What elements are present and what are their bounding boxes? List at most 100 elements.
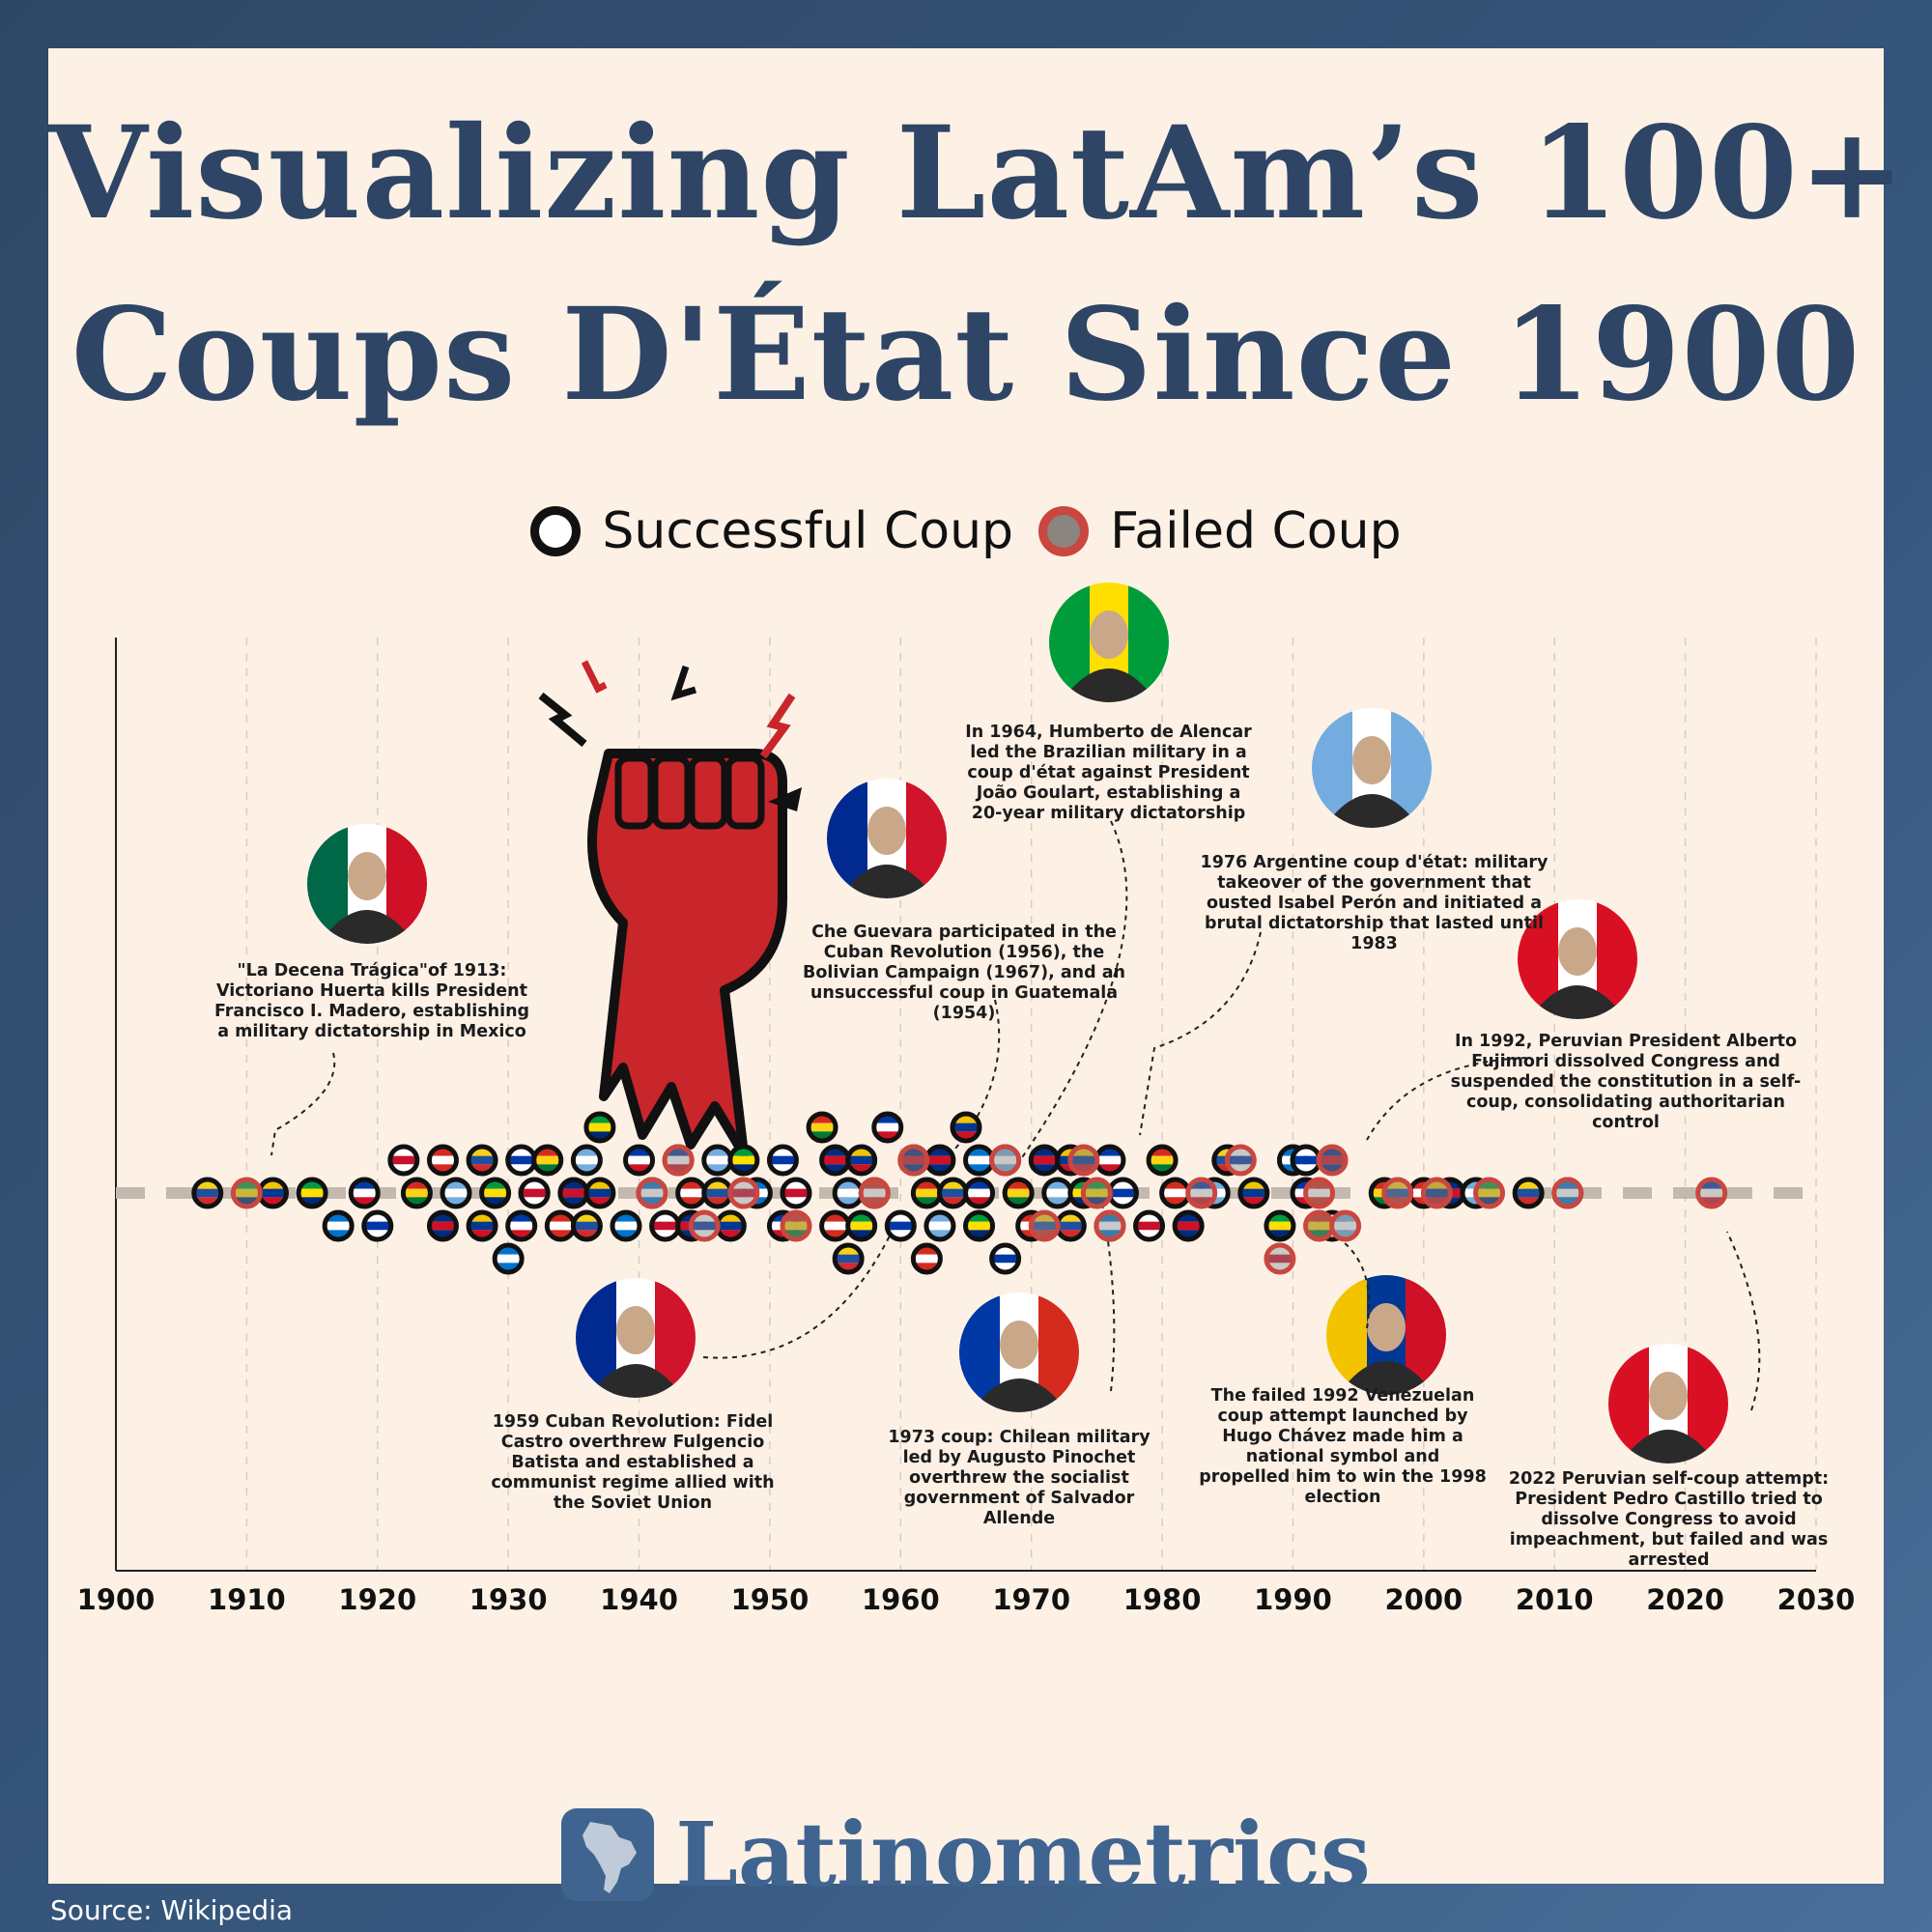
successful-coup-marker — [348, 1177, 381, 1209]
failed-coup-marker — [1420, 1177, 1453, 1209]
brand-logo: Latinometrics — [48, 1806, 1884, 1903]
x-tick-label: 2030 — [1777, 1583, 1856, 1616]
spark-mark — [538, 692, 587, 748]
failed-coup-marker — [230, 1177, 263, 1209]
fist-finger — [688, 754, 728, 830]
successful-coup-marker — [426, 1144, 459, 1177]
successful-coup-marker — [518, 1177, 551, 1209]
failed-coup-marker — [897, 1144, 930, 1177]
x-tick-label: 2010 — [1516, 1583, 1594, 1616]
legend-failed: Failed Coup — [1038, 502, 1402, 560]
successful-marker-icon — [530, 506, 582, 556]
portrait-icon — [307, 824, 427, 944]
coup-markers — [191, 1111, 1728, 1275]
x-tick-label: 1920 — [338, 1583, 416, 1616]
raised-fist-icon — [538, 660, 802, 1159]
decorations — [307, 582, 1728, 1463]
successful-coup-marker — [950, 1111, 982, 1144]
successful-coup-marker — [191, 1177, 224, 1209]
x-tick-label: 2000 — [1384, 1583, 1463, 1616]
failed-coup-marker — [1185, 1177, 1218, 1209]
failed-coup-marker — [1316, 1144, 1349, 1177]
brand-name: Latinometrics — [675, 1803, 1371, 1907]
annotation-arrow — [1366, 1057, 1527, 1141]
spark-mark — [581, 660, 608, 694]
annotation-arrow — [1726, 1231, 1761, 1411]
successful-coup-marker — [426, 1209, 459, 1242]
successful-coup-marker — [296, 1177, 328, 1209]
successful-coup-marker — [1264, 1209, 1296, 1242]
fist-body — [587, 749, 787, 1159]
successful-coup-marker — [923, 1209, 956, 1242]
portrait-icon — [1049, 582, 1169, 702]
portrait-icon — [1608, 1344, 1728, 1463]
successful-coup-marker — [766, 1144, 799, 1177]
failed-coup-marker — [1329, 1209, 1362, 1242]
successful-coup-marker — [871, 1111, 904, 1144]
failed-coup-marker — [858, 1177, 891, 1209]
successful-coup-marker — [361, 1209, 394, 1242]
x-tick-label: 1910 — [208, 1583, 286, 1616]
annotation-arrow — [941, 999, 1001, 1165]
annotation-1992: In 1992, Peruvian President Alberto Fuji… — [1450, 1032, 1802, 1132]
annotation-arrow — [270, 1052, 336, 1156]
x-tick-label: 1970 — [992, 1583, 1070, 1616]
successful-coup-marker — [531, 1144, 564, 1177]
title-line-1: Visualizing LatAm’s 100+ — [48, 99, 1907, 248]
successful-coup-marker — [963, 1209, 996, 1242]
successful-coup-marker — [322, 1209, 355, 1242]
portrait-icon — [576, 1278, 696, 1398]
successful-coup-marker — [989, 1242, 1022, 1275]
portrait-icon — [959, 1293, 1079, 1412]
legend-failed-label: Failed Coup — [1110, 502, 1402, 560]
failed-coup-marker — [1094, 1209, 1126, 1242]
failed-coup-marker — [1264, 1242, 1296, 1275]
x-tick-label: 1900 — [77, 1583, 156, 1616]
successful-coup-marker — [1146, 1144, 1179, 1177]
successful-coup-marker — [1172, 1209, 1205, 1242]
spark-mark — [759, 693, 796, 759]
annotation-2022: 2022 Peruvian self-coup attempt: Preside… — [1508, 1469, 1830, 1570]
failed-coup-marker — [1473, 1177, 1506, 1209]
x-tick-label: 1950 — [731, 1583, 810, 1616]
successful-coup-marker — [387, 1144, 420, 1177]
annotation-1913: "La Decena Trágica"of 1913: Victoriano H… — [213, 961, 530, 1041]
successful-coup-marker — [623, 1144, 656, 1177]
successful-coup-marker — [727, 1144, 760, 1177]
spark-mark — [768, 787, 802, 811]
annotation-1964: In 1964, Humberto de Alencar led the Bra… — [965, 723, 1252, 823]
successful-coup-marker — [570, 1209, 603, 1242]
failed-coup-marker — [1303, 1177, 1336, 1209]
successful-coup-marker — [1237, 1177, 1270, 1209]
annotation-arrow — [1139, 931, 1262, 1136]
failed-coup-marker — [989, 1144, 1022, 1177]
failed-coup-marker — [780, 1209, 812, 1242]
successful-coup-marker — [845, 1209, 878, 1242]
fist-finger — [614, 754, 655, 830]
portrait-icon — [827, 779, 947, 898]
failed-coup-marker — [1381, 1177, 1414, 1209]
successful-coup-marker — [963, 1177, 996, 1209]
annotation-1973: 1973 coup: Chilean military led by Augus… — [888, 1428, 1151, 1528]
legend-successful-label: Successful Coup — [602, 502, 1014, 560]
x-tick-label: 1940 — [600, 1583, 678, 1616]
successful-coup-marker — [583, 1177, 616, 1209]
annotation-1959: 1959 Cuban Revolution: Fidel Castro over… — [491, 1412, 775, 1513]
successful-coup-marker — [832, 1242, 865, 1275]
page-title: Visualizing LatAm’s 100+ Coups D'État Si… — [48, 83, 1907, 446]
legend-successful: Successful Coup — [530, 502, 1013, 560]
successful-coup-marker — [610, 1209, 642, 1242]
successful-coup-marker — [505, 1209, 538, 1242]
x-tick-label: 1930 — [469, 1583, 548, 1616]
successful-coup-marker — [910, 1242, 943, 1275]
latam-map-icon — [561, 1808, 655, 1901]
successful-coup-marker — [884, 1209, 917, 1242]
successful-coup-marker — [806, 1111, 838, 1144]
failed-coup-marker — [1551, 1177, 1584, 1209]
failed-coup-marker — [1080, 1177, 1113, 1209]
fist-finger — [724, 754, 765, 830]
failed-coup-marker — [727, 1177, 760, 1209]
annotation-1956: Che Guevara participated in the Cuban Re… — [802, 923, 1126, 1023]
failed-coup-marker — [1303, 1209, 1336, 1242]
